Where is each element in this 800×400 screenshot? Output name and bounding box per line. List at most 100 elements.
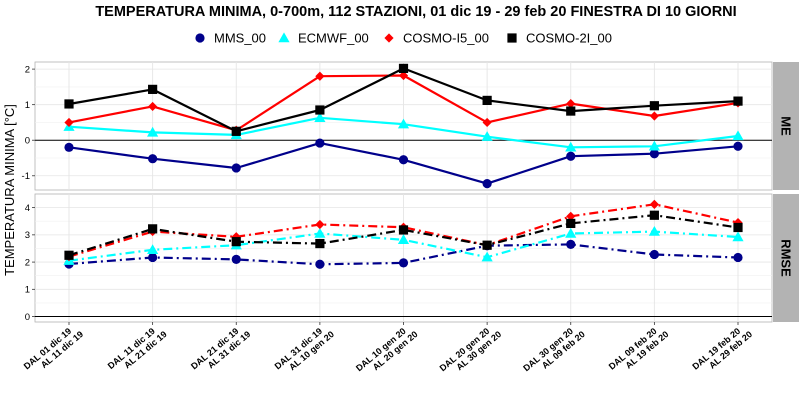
legend: MMS_00 ECMWF_00 COSMO-I5_00 COSMO-2I_00 <box>195 31 612 46</box>
x-tick-labels: DAL 01 dic 19AL 11 dic 19 DAL 11 dic 19AL… <box>22 321 754 381</box>
data-point <box>315 259 325 269</box>
data-point <box>64 99 74 109</box>
data-point <box>649 101 659 111</box>
data-point <box>148 154 158 164</box>
data-point <box>398 155 409 165</box>
data-point <box>64 142 74 152</box>
data-point <box>732 130 744 141</box>
x-tick-label: DAL 11 dic 19AL 21 dic 19 <box>106 321 169 378</box>
data-point <box>315 238 325 249</box>
y-tick-label: 0 <box>25 136 30 147</box>
data-point <box>482 117 492 128</box>
chart-title: TEMPERATURA MINIMA, 0-700m, 112 STAZIONI… <box>95 4 736 20</box>
data-point <box>398 70 409 81</box>
x-tick-label: DAL 20 gen 20AL 30 gen 20 <box>438 321 504 381</box>
series-line <box>68 214 739 257</box>
y-tick-label: 2 <box>25 257 30 268</box>
data-point <box>315 138 325 148</box>
data-point <box>649 210 659 220</box>
data-point <box>733 252 743 263</box>
x-tick-label: DAL 30 gen 20AL 09 feb 20 <box>521 321 587 381</box>
data-point <box>64 117 74 128</box>
data-point <box>482 95 492 105</box>
data-point <box>398 225 409 235</box>
data-point <box>64 250 74 260</box>
data-point <box>565 141 577 152</box>
data-point <box>566 106 576 116</box>
data-point <box>398 258 409 268</box>
legend-marker-mms-00 <box>195 33 205 43</box>
data-point <box>648 225 660 236</box>
data-point <box>315 71 325 81</box>
series-ecmwf-00 <box>63 225 744 265</box>
legend-label-cosmo-i5-00: COSMO-I5_00 <box>403 31 489 46</box>
series-cosmo-2i-00 <box>64 63 743 136</box>
strip-label-rmse: RMSE <box>779 239 794 277</box>
data-point <box>649 149 659 159</box>
data-point <box>482 240 492 250</box>
data-point <box>231 254 241 264</box>
data-point <box>566 151 576 161</box>
series-mms-00 <box>64 138 743 189</box>
legend-marker-cosmo-i5-00 <box>384 33 394 43</box>
data-point <box>733 141 743 151</box>
data-point <box>147 126 159 137</box>
legend-label-ecmwf-00: ECMWF_00 <box>298 31 369 46</box>
data-point <box>231 237 241 247</box>
strip-label-me: ME <box>779 116 794 136</box>
data-point <box>566 99 576 109</box>
data-point <box>148 101 158 112</box>
data-point <box>733 96 743 106</box>
legend-label-mms-00: MMS_00 <box>214 31 266 46</box>
y-tick-label: 1 <box>25 285 30 296</box>
data-point <box>397 234 410 244</box>
data-point <box>147 244 159 255</box>
y-tick-label: 0 <box>25 312 30 323</box>
panels: -1 0 1 2 ME 0 1 2 3 4 RMSE <box>22 61 799 323</box>
data-point <box>314 227 326 238</box>
data-point <box>733 222 743 233</box>
x-tick-label: DAL 31 dic 19AL 10 gen 20 <box>273 321 336 379</box>
data-point <box>231 163 241 173</box>
strip-background <box>773 194 799 322</box>
x-tick-label: DAL 19 feb 20AL 29 feb 20 <box>690 321 754 379</box>
data-point <box>397 118 410 129</box>
series-cosmo-2i-00 <box>64 210 743 260</box>
y-tick-label: 4 <box>25 203 30 214</box>
data-point <box>566 211 576 221</box>
data-point <box>649 111 659 121</box>
data-point <box>148 224 158 234</box>
data-point <box>481 251 493 262</box>
data-point <box>315 105 325 115</box>
data-point <box>148 252 158 263</box>
data-point <box>482 179 492 189</box>
y-tick-label: 2 <box>25 64 30 75</box>
x-tick-label: DAL 21 dic 19AL 31 dic 19 <box>189 321 252 379</box>
y-tick-label: 3 <box>25 230 30 241</box>
data-point <box>231 126 241 136</box>
x-tick-label: DAL 01 dic 19AL 11 dic 19 <box>22 321 85 379</box>
data-point <box>481 131 493 141</box>
data-point <box>398 63 409 73</box>
x-tick-label: DAL 09 feb 20AL 19 feb 20 <box>607 321 671 379</box>
y-axis-label: TEMPERATURA MINIMA [°C] <box>2 104 17 276</box>
y-tick-label: 1 <box>25 100 30 111</box>
legend-label-cosmo-2i-00: COSMO-2I_00 <box>526 31 612 46</box>
data-point <box>566 239 576 249</box>
data-point <box>648 140 660 151</box>
panel-rmse: 0 1 2 3 4 RMSE <box>25 193 799 323</box>
data-point <box>649 199 659 209</box>
legend-marker-ecmwf-00 <box>278 32 290 43</box>
strip-background <box>773 62 799 190</box>
data-point <box>565 227 577 238</box>
data-point <box>148 84 158 94</box>
y-tick-label: -1 <box>22 171 30 182</box>
data-point <box>314 112 326 123</box>
legend-marker-cosmo-2i-00 <box>507 33 517 43</box>
x-tick-label: DAL 10 gen 20AL 20 gen 20 <box>354 321 420 381</box>
panel-me: -1 0 1 2 ME <box>22 61 799 191</box>
data-point <box>732 231 744 242</box>
data-point <box>315 219 325 230</box>
data-point <box>566 218 576 229</box>
